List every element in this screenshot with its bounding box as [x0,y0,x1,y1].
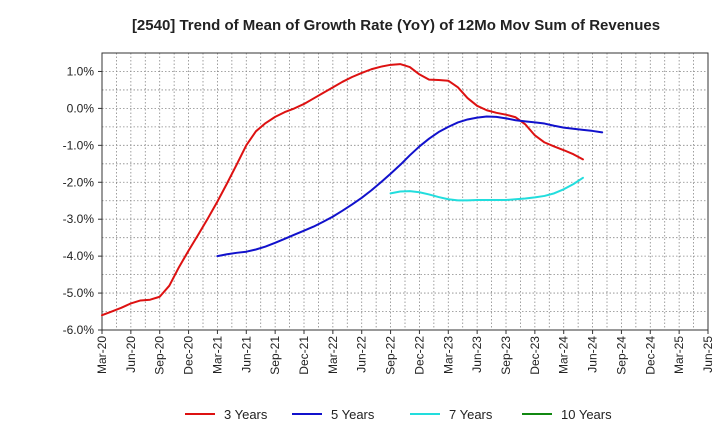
x-tick-label: Sep-22 [384,336,398,375]
y-axis: 1.0% 0.0% -1.0% -2.0% -3.0% -4.0% -5.0% -6.0% [63,64,102,337]
x-tick-label: Mar-21 [210,336,224,374]
x-tick-label: Dec-21 [297,336,311,375]
x-tick-label: Jun-21 [239,336,253,373]
y-tick-label: 0.0% [67,101,95,115]
x-tick-label: Sep-20 [153,336,167,375]
y-tick-label: -4.0% [63,249,95,263]
series-line-3-years [101,63,584,317]
legend: 3 Years 5 Years 7 Years 10 Years [185,407,612,422]
y-tick-label: -5.0% [63,286,95,300]
x-tick-label: Sep-21 [268,336,282,375]
x-tick-label: Dec-24 [643,336,657,375]
legend-label: 7 Years [449,407,493,422]
y-tick-label: -1.0% [63,138,95,152]
series-line-7-years [389,176,584,202]
y-tick-label: -6.0% [63,323,95,337]
legend-label: 5 Years [331,407,375,422]
y-tick-label: 1.0% [67,64,95,78]
x-tick-label: Jun-22 [355,336,369,373]
legend-label: 3 Years [224,407,268,422]
y-tick-label: -3.0% [63,212,95,226]
x-tick-label: Mar-23 [441,336,455,374]
series-lines [101,63,604,317]
x-tick-label: Dec-22 [412,336,426,375]
series-line-5-years [216,115,604,258]
x-tick-label: Jun-25 [701,336,715,373]
legend-label: 10 Years [561,407,612,422]
y-tick-label: -2.0% [63,175,95,189]
x-tick-label: Dec-20 [182,336,196,375]
x-tick-label: Mar-20 [95,336,109,374]
x-tick-label: Jun-23 [470,336,484,373]
x-tick-label: Jun-20 [124,336,138,373]
x-tick-label: Dec-23 [528,336,542,375]
x-tick-label: Jun-24 [586,336,600,373]
plot-area [101,52,709,331]
chart-title: [2540] Trend of Mean of Growth Rate (YoY… [132,17,660,34]
x-axis: Mar-20 Jun-20 Sep-20 Dec-20 Mar-21 Jun-21 Sep-… [95,330,715,375]
x-tick-label: Sep-24 [614,336,628,375]
grid [101,52,709,331]
x-tick-label: Sep-23 [499,336,513,375]
x-tick-label: Mar-24 [557,336,571,374]
x-tick-label: Mar-22 [326,336,340,374]
x-tick-label: Mar-25 [672,336,686,374]
